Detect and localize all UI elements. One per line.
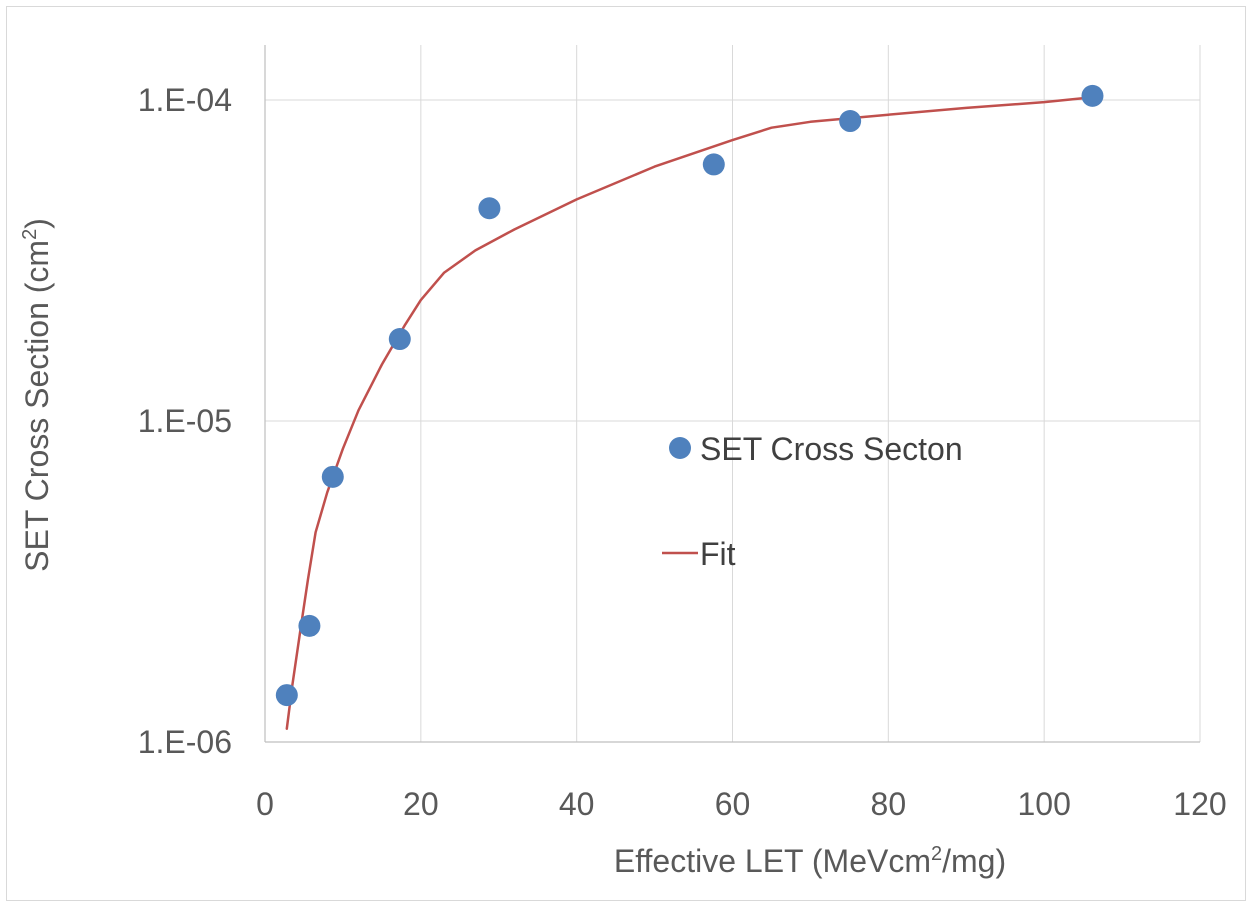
data-point-4 xyxy=(478,197,501,220)
x-tick-label-6: 120 xyxy=(1173,786,1226,822)
data-point-0 xyxy=(275,684,298,707)
y-axis-title-prefix: SET Cross Section (cm xyxy=(19,240,55,572)
data-point-5 xyxy=(702,153,725,176)
data-point-2 xyxy=(321,465,344,488)
y-axis-title-suffix: ) xyxy=(19,218,55,229)
data-point-1 xyxy=(298,614,321,637)
x-tick-label-0: 0 xyxy=(256,786,274,822)
tick-layer: 0 20 40 60 80 100 120 1.E-06 1.E-05 1.E-04 xyxy=(138,82,1227,822)
legend: SET Cross Secton Fit xyxy=(662,431,963,572)
y-axis-title-sup: 2 xyxy=(19,229,41,240)
x-tick-label-1: 20 xyxy=(403,786,439,822)
legend-label-markers: SET Cross Secton xyxy=(700,431,963,467)
x-tick-label-4: 80 xyxy=(871,786,907,822)
x-axis-title-suffix: /mg) xyxy=(942,843,1006,879)
x-axis-title: Effective LET (MeVcm2/mg) xyxy=(614,843,1006,879)
x-tick-label-5: 100 xyxy=(1017,786,1070,822)
axis-layer xyxy=(264,45,1200,743)
fit-layer xyxy=(285,95,1094,730)
y-tick-label-1: 1.E-05 xyxy=(138,403,232,439)
x-axis-title-sup: 2 xyxy=(931,843,942,865)
legend-label-line: Fit xyxy=(700,536,736,572)
marker-layer xyxy=(275,84,1104,707)
data-point-6 xyxy=(839,110,862,133)
x-tick-label-3: 60 xyxy=(715,786,751,822)
chart-frame xyxy=(6,6,1246,901)
legend-marker-icon xyxy=(669,437,691,459)
x-tick-label-2: 40 xyxy=(559,786,595,822)
data-point-3 xyxy=(388,328,411,351)
y-axis-title: SET Cross Section (cm2) xyxy=(19,218,55,572)
fit-line xyxy=(285,95,1094,730)
y-tick-label-0: 1.E-06 xyxy=(138,724,232,760)
y-tick-label-2: 1.E-04 xyxy=(138,82,232,118)
data-point-7 xyxy=(1081,84,1104,107)
x-axis-title-prefix: Effective LET (MeVcm xyxy=(614,843,931,879)
grid-layer xyxy=(265,45,1201,742)
